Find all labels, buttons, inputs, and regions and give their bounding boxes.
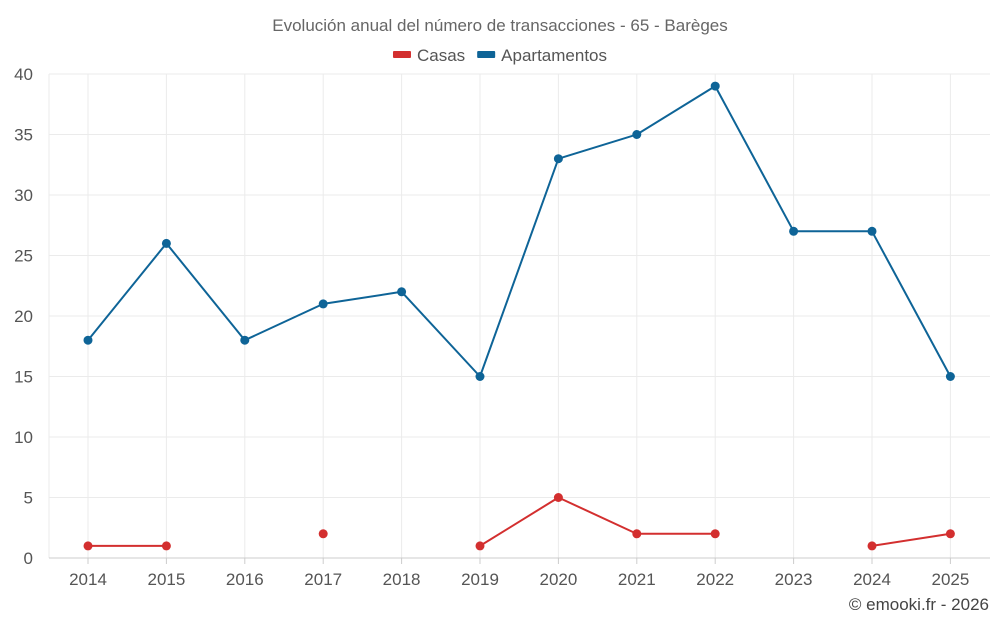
- x-axis-ticks: 2014 2015 2016 2017 2018 2019 2020 2021 2022 2023…: [69, 558, 969, 589]
- y-tick-label: 40: [14, 65, 33, 84]
- horizontal-grid: [49, 73, 990, 498]
- series-apartamentos: [83, 81, 955, 381]
- data-point-apartamentos-2022[interactable]: [710, 81, 720, 91]
- data-point-casas-2021[interactable]: [632, 529, 642, 539]
- y-tick-label: 30: [14, 186, 33, 205]
- y-axis-ticks: 0 5 10 15 20 25 30 35 40: [14, 65, 33, 568]
- legend-label-casas: Casas: [417, 46, 465, 65]
- legend-swatch-casas: [392, 51, 411, 58]
- data-point-casas-2025[interactable]: [945, 529, 955, 539]
- series-line-apartamentos: [87, 85, 952, 378]
- data-point-apartamentos-2023[interactable]: [789, 226, 799, 236]
- data-point-apartamentos-2019[interactable]: [475, 372, 485, 381]
- y-tick-label: 10: [14, 428, 33, 447]
- x-tick-label: 2023: [775, 570, 813, 589]
- x-tick-label: 2022: [696, 570, 734, 589]
- x-tick-label: 2025: [931, 570, 969, 589]
- x-tick-label: 2017: [304, 570, 342, 589]
- y-tick-label: 35: [14, 126, 33, 145]
- x-tick-label: 2016: [226, 570, 264, 589]
- data-point-casas-2020[interactable]: [553, 493, 563, 502]
- data-point-apartamentos-2024[interactable]: [867, 226, 877, 236]
- series-layer: [83, 81, 955, 551]
- x-tick-label: 2015: [147, 570, 185, 589]
- data-point-casas-2017[interactable]: [318, 529, 328, 539]
- data-point-apartamentos-2025[interactable]: [945, 372, 955, 381]
- series-casas: [83, 493, 955, 551]
- x-tick-label: 2019: [461, 570, 499, 589]
- data-point-casas-2022[interactable]: [710, 529, 720, 539]
- legend-label-apartamentos: Apartamentos: [501, 46, 607, 65]
- y-tick-label: 25: [14, 247, 33, 266]
- y-tick-label: 0: [24, 549, 33, 568]
- x-tick-label: 2020: [539, 570, 577, 589]
- data-point-apartamentos-2014[interactable]: [83, 335, 93, 345]
- data-point-casas-2019[interactable]: [475, 541, 485, 551]
- legend-swatch-apartamentos: [477, 51, 496, 58]
- series-line-casas: [871, 532, 951, 547]
- data-point-apartamentos-2017[interactable]: [318, 299, 328, 309]
- data-point-apartamentos-2015[interactable]: [161, 238, 171, 248]
- y-tick-label: 15: [14, 368, 33, 387]
- x-tick-label: 2024: [853, 570, 891, 589]
- data-point-apartamentos-2016[interactable]: [240, 335, 250, 345]
- data-point-casas-2014[interactable]: [83, 541, 93, 551]
- x-tick-label: 2021: [618, 570, 656, 589]
- x-tick-label: 2014: [69, 570, 107, 589]
- chart-title: Evolución anual del número de transaccio…: [272, 16, 728, 35]
- y-tick-label: 5: [24, 489, 33, 508]
- data-point-apartamentos-2021[interactable]: [632, 130, 642, 139]
- data-point-casas-2024[interactable]: [867, 541, 877, 551]
- footer-credit: © emooki.fr - 2026: [849, 595, 989, 614]
- x-tick-label: 2018: [383, 570, 421, 589]
- y-tick-label: 20: [14, 307, 33, 326]
- data-point-apartamentos-2020[interactable]: [553, 154, 563, 164]
- legend: Casas Apartamentos: [392, 46, 607, 65]
- data-point-apartamentos-2018[interactable]: [397, 287, 407, 297]
- series-line-casas: [479, 496, 716, 547]
- data-point-casas-2015[interactable]: [161, 541, 171, 551]
